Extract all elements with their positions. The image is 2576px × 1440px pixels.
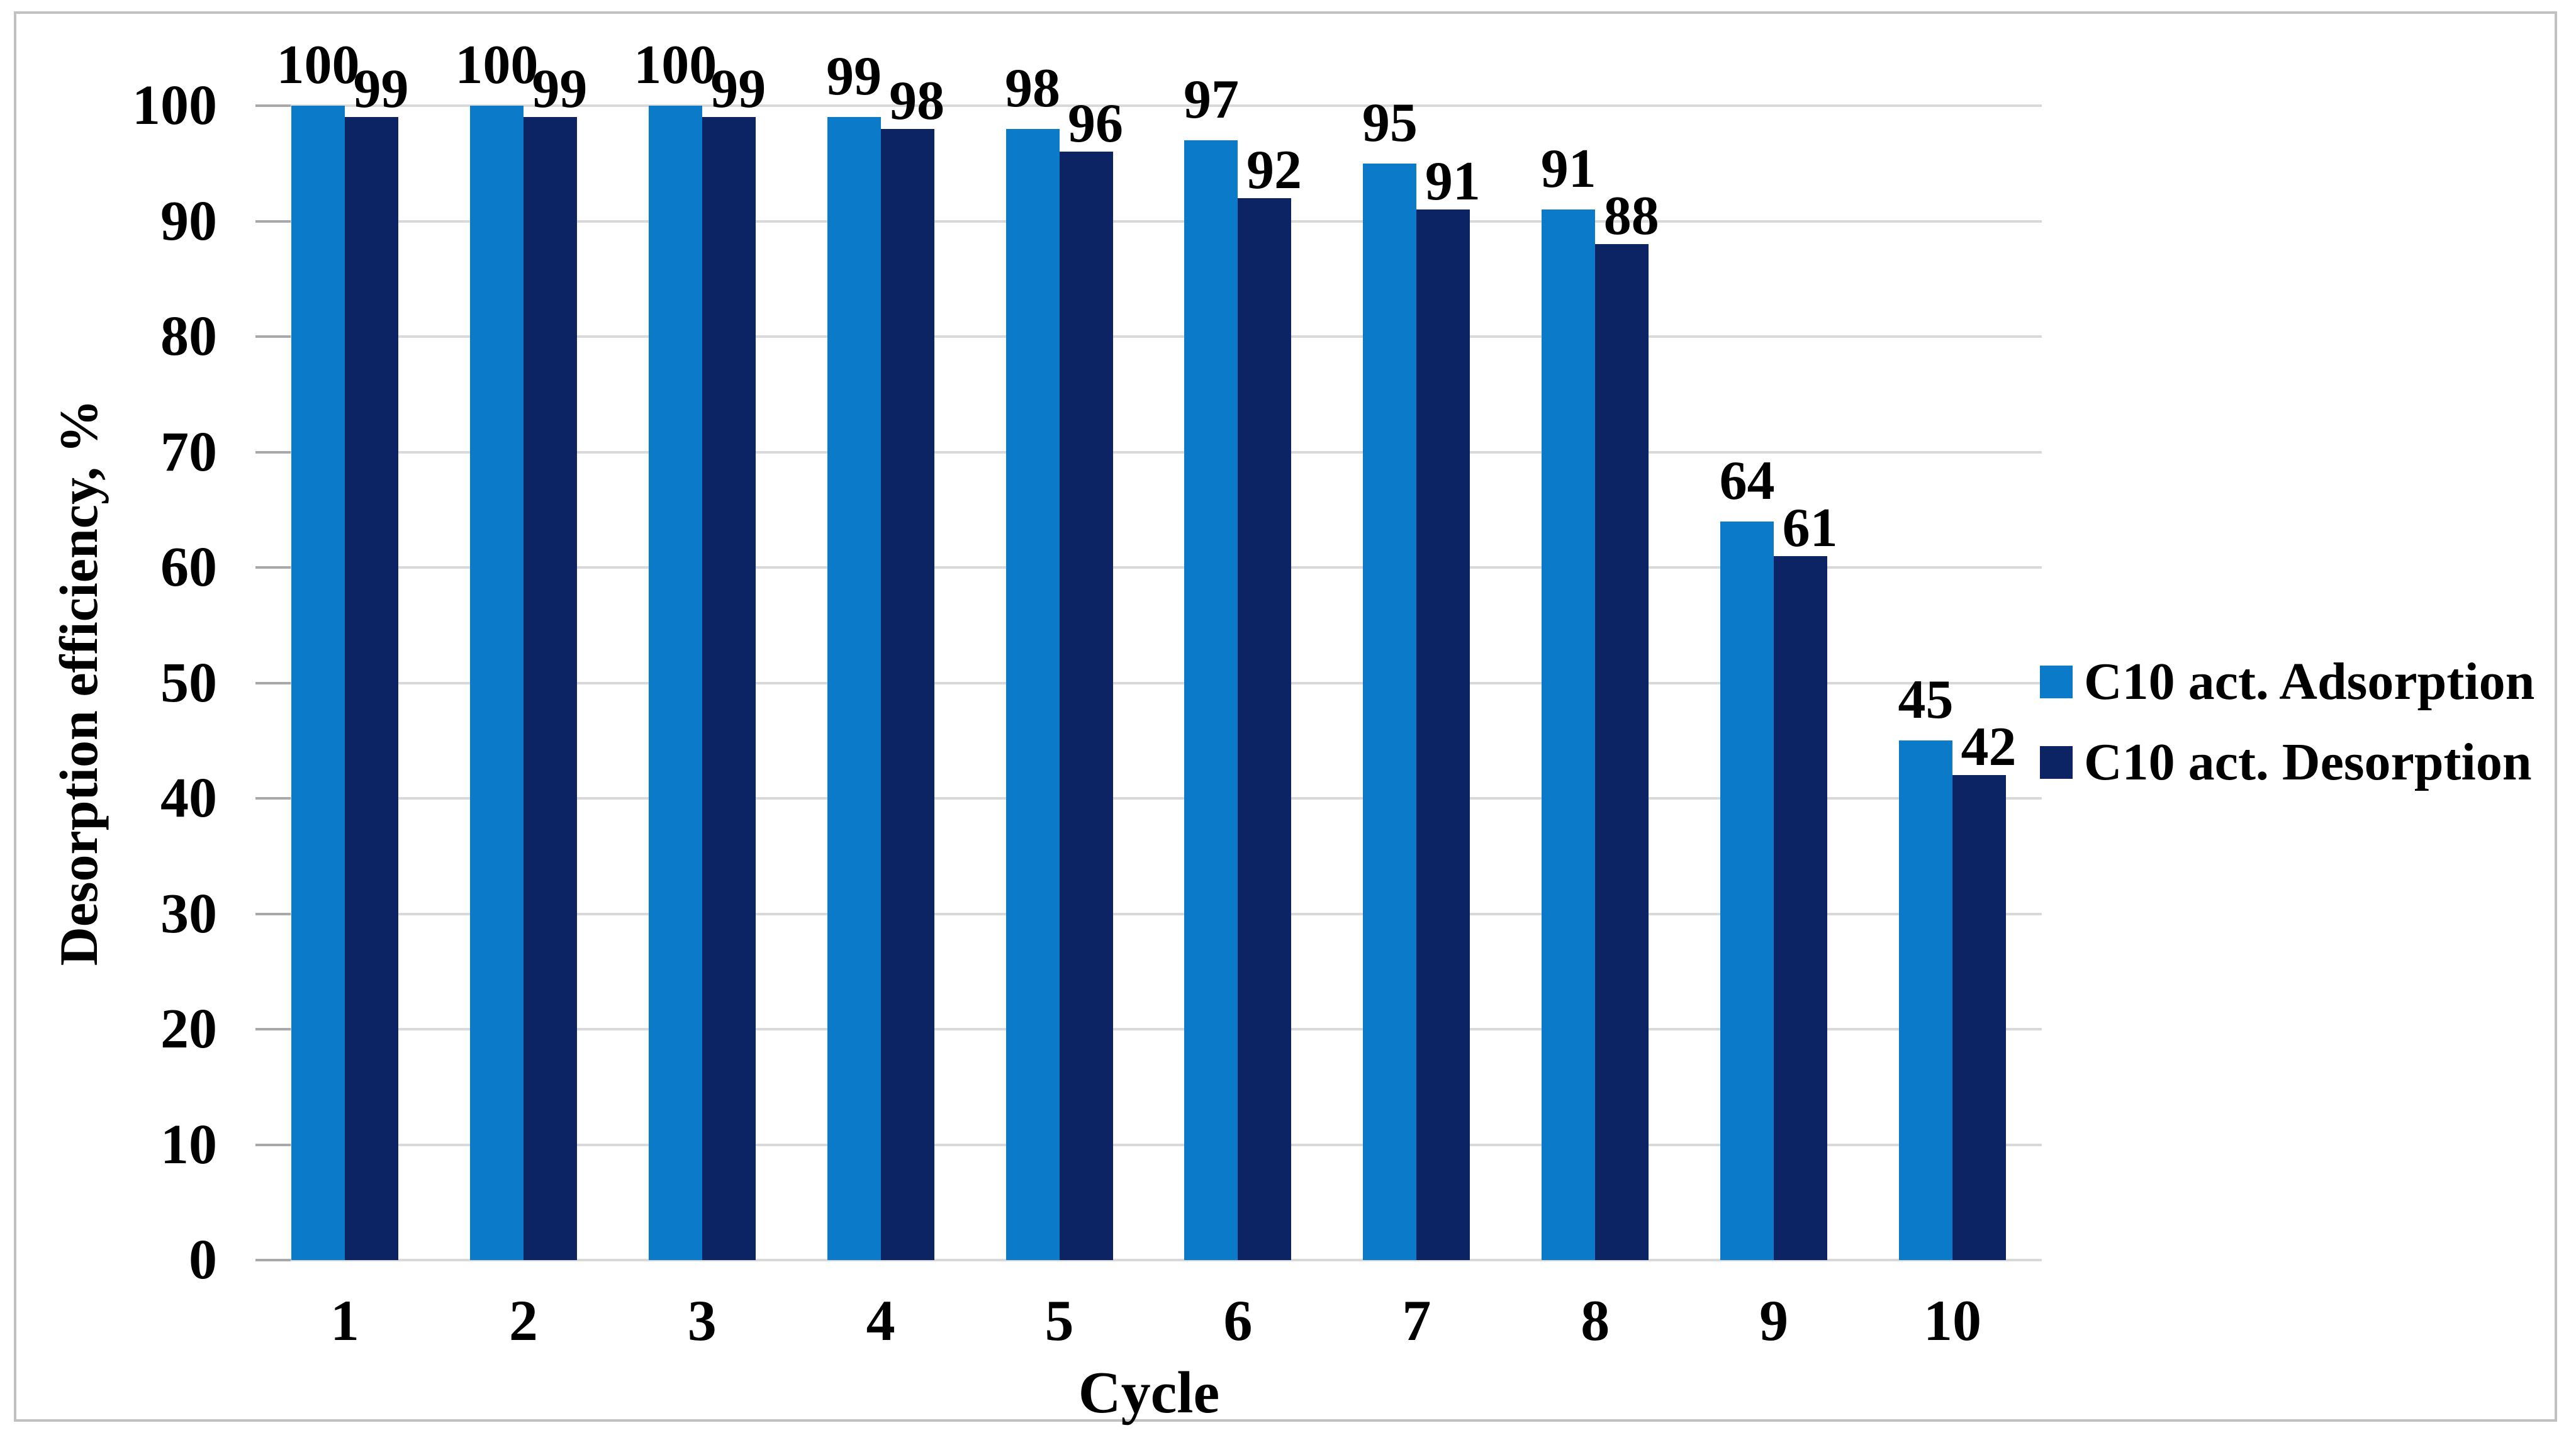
y-tick-label-80: 80 [160,305,217,367]
bar-adsorption-cycle-4 [827,117,881,1260]
y-tick-mark-70 [255,450,291,454]
x-tick-label-5: 5 [1044,1288,1074,1353]
x-tick-label-1: 1 [330,1288,359,1353]
bar-value-adsorption-cycle-7: 95 [1362,92,1418,153]
bar-desorption-cycle-3 [702,117,756,1260]
bar-desorption-cycle-7 [1416,209,1470,1260]
bar-value-adsorption-cycle-6: 97 [1183,69,1239,131]
y-tick-label-70: 70 [160,420,217,483]
legend-item-desorption: C10 act. Desorption [2040,730,2534,795]
y-tick-label-20: 20 [160,998,217,1060]
bar-adsorption-cycle-1 [291,106,345,1260]
gridline-50 [255,681,2042,684]
x-tick-label-9: 9 [1759,1288,1789,1353]
legend-label-desorption: C10 act. Desorption [2084,733,2532,791]
bar-value-adsorption-cycle-10: 45 [1898,669,1954,731]
bar-adsorption-cycle-6 [1184,140,1238,1260]
bar-value-desorption-cycle-10: 42 [1961,717,2017,778]
x-tick-label-7: 7 [1402,1288,1431,1353]
y-tick-mark-60 [255,566,291,569]
gridline-70 [255,450,2042,454]
bar-desorption-cycle-10 [1952,775,2007,1260]
bar-value-desorption-cycle-4: 98 [889,70,945,131]
gridline-90 [255,220,2042,223]
bar-adsorption-cycle-5 [1005,128,1060,1260]
bar-value-desorption-cycle-7: 91 [1425,151,1481,213]
bar-value-adsorption-cycle-1: 100 [276,35,360,96]
bar-desorption-cycle-8 [1595,244,1649,1260]
x-tick-label-3: 3 [687,1288,717,1353]
bar-desorption-cycle-1 [344,117,398,1260]
gridline-0 [255,1259,2042,1261]
y-tick-mark-10 [255,1143,291,1146]
legend-item-adsorption: C10 act. Adsorption [2040,649,2534,715]
legend-swatch-desorption [2040,746,2073,779]
y-tick-label-60: 60 [160,536,217,598]
y-tick-label-30: 30 [160,882,217,945]
bar-value-desorption-cycle-9: 61 [1782,497,1838,559]
bar-value-desorption-cycle-3: 99 [710,59,766,120]
bar-desorption-cycle-2 [523,117,577,1260]
gridline-40 [255,797,2042,800]
bar-desorption-cycle-6 [1238,198,1292,1260]
bar-adsorption-cycle-7 [1363,163,1417,1260]
bar-value-desorption-cycle-5: 96 [1068,93,1124,155]
x-tick-label-10: 10 [1924,1288,1982,1353]
bar-adsorption-cycle-2 [469,106,524,1260]
y-tick-mark-40 [255,797,291,800]
bar-adsorption-cycle-10 [1899,740,1953,1260]
bar-value-adsorption-cycle-8: 91 [1540,138,1596,200]
y-tick-mark-50 [255,681,291,684]
bar-desorption-cycle-4 [880,128,934,1260]
bar-value-adsorption-cycle-5: 98 [1005,57,1061,119]
y-axis-title: Desorption efficiency, % [48,399,109,966]
y-tick-label-50: 50 [160,651,217,714]
bar-value-adsorption-cycle-3: 100 [634,35,717,96]
y-tick-label-0: 0 [189,1229,217,1291]
y-tick-mark-90 [255,220,291,223]
y-tick-mark-80 [255,335,291,338]
bar-value-adsorption-cycle-9: 64 [1719,450,1775,511]
x-axis-title: Cycle [1078,1360,1220,1426]
plot-area: 100 99 100 99 100 99 99 98 98 96 97 92 95 91 91 88 64 61 4… [255,38,2042,1261]
bar-adsorption-cycle-9 [1720,521,1774,1260]
legend: C10 act. Adsorption C10 act. Desorption [2040,649,2534,810]
gridline-80 [255,335,2042,338]
y-tick-label-40: 40 [160,767,217,829]
legend-swatch-adsorption [2040,666,2073,698]
bar-value-desorption-cycle-2: 99 [532,59,588,120]
bar-value-desorption-cycle-1: 99 [353,59,409,120]
y-tick-label-10: 10 [160,1113,217,1176]
bar-adsorption-cycle-3 [648,106,702,1260]
y-tick-mark-30 [255,912,291,915]
bar-value-adsorption-cycle-4: 99 [826,46,882,108]
gridline-30 [255,912,2042,915]
x-tick-label-2: 2 [508,1288,538,1353]
gridline-10 [255,1143,2042,1146]
bar-value-desorption-cycle-8: 88 [1603,186,1659,247]
bar-desorption-cycle-5 [1059,152,1113,1260]
y-tick-label-100: 100 [132,74,217,137]
x-tick-label-6: 6 [1223,1288,1253,1353]
x-tick-label-8: 8 [1581,1288,1610,1353]
gridline-20 [255,1028,2042,1030]
x-tick-label-4: 4 [866,1288,895,1353]
legend-label-adsorption: C10 act. Adsorption [2084,652,2535,711]
y-tick-label-90: 90 [160,189,217,252]
gridline-100 [255,104,2042,107]
y-tick-mark-100 [255,104,291,107]
bar-value-adsorption-cycle-2: 100 [455,35,539,96]
y-tick-mark-20 [255,1028,291,1030]
bar-value-desorption-cycle-6: 92 [1246,139,1302,201]
gridline-60 [255,566,2042,569]
bar-adsorption-cycle-8 [1542,209,1596,1260]
bar-desorption-cycle-9 [1774,555,1828,1260]
y-tick-mark-0 [255,1259,291,1261]
